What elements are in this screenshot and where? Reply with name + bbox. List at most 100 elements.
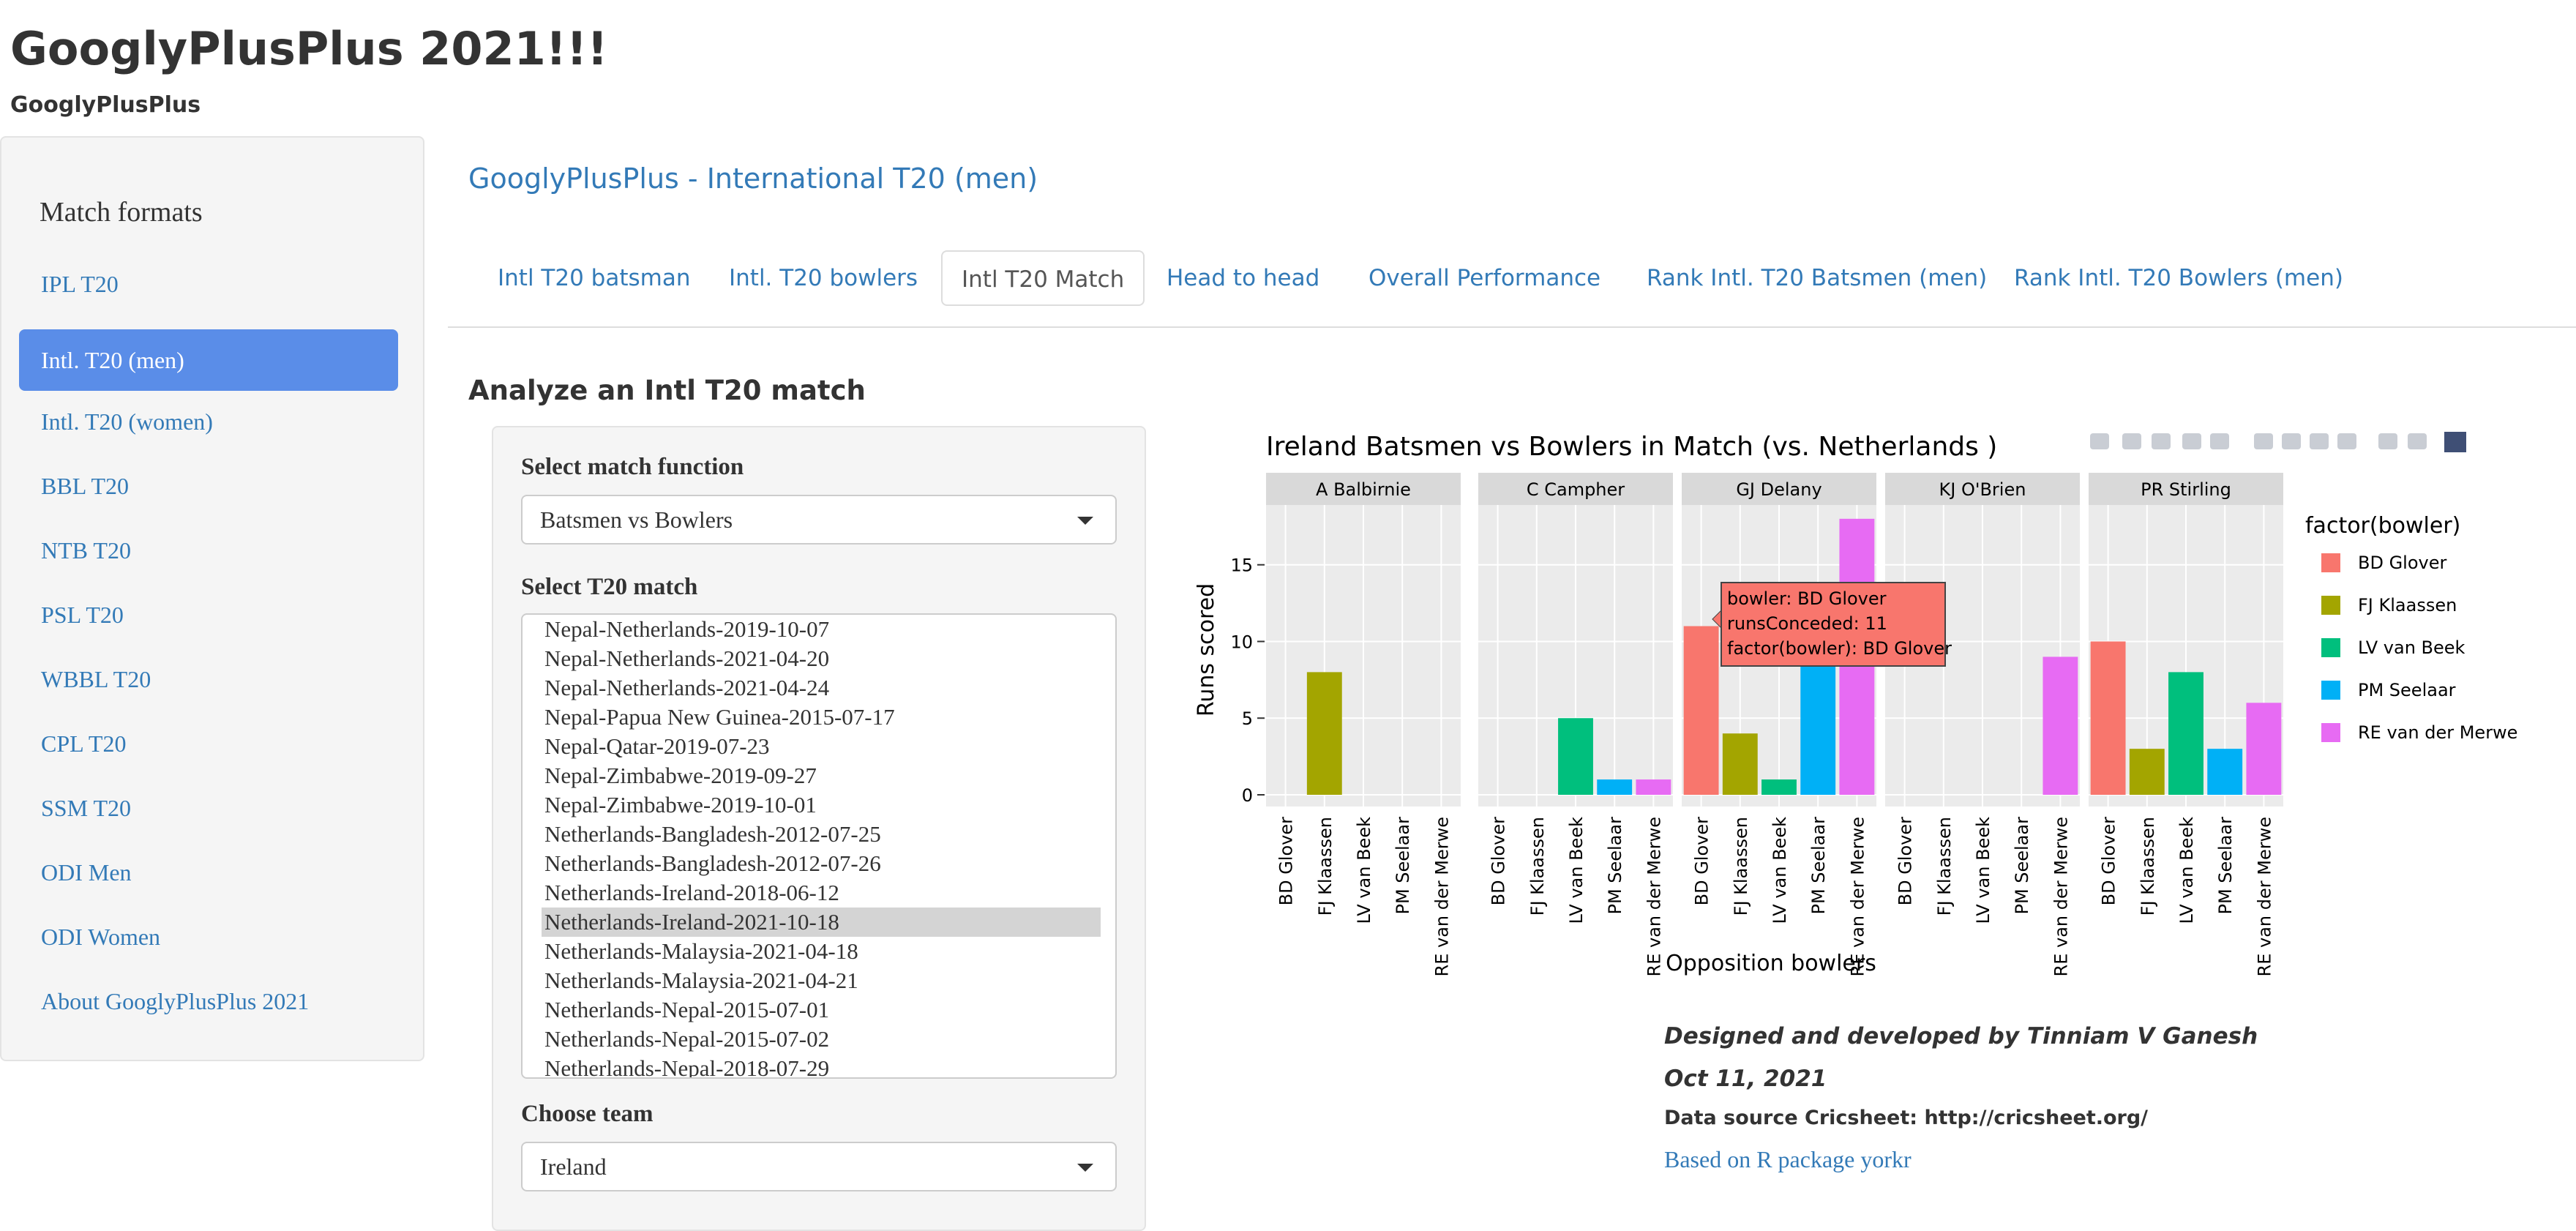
bar-gj-delany-pm-seelaar xyxy=(1800,656,1836,795)
sidebar-heading: Match formats xyxy=(40,197,203,228)
zoom-out-icon[interactable] xyxy=(2282,433,2301,449)
bar-pr-stirling-bd-glover xyxy=(2090,641,2126,795)
reset-axes-icon[interactable] xyxy=(2337,433,2356,449)
sidebar-item-ntb-t20[interactable]: NTB T20 xyxy=(41,537,131,564)
list-item[interactable]: Netherlands-Nepal-2015-07-01 xyxy=(544,997,830,1022)
x-tick-label: LV van Beek xyxy=(2176,817,2197,924)
legend-label: RE van der Merwe xyxy=(2358,722,2517,743)
x-axis-label: Opposition bowlers xyxy=(1666,951,1876,976)
x-tick-label: RE van der Merwe xyxy=(2254,817,2274,976)
sidebar-item-ipl-t20[interactable]: IPL T20 xyxy=(41,271,119,297)
bar-pr-stirling-pm-seelaar xyxy=(2207,749,2243,795)
tab-head-to-head[interactable]: Head to head xyxy=(1167,265,1320,291)
match-function-select[interactable]: Batsmen vs Bowlers xyxy=(521,495,1117,545)
facet-label-gj-delany: GJ Delany xyxy=(1736,479,1821,500)
facet-label-a-balbirnie: A Balbirnie xyxy=(1316,479,1411,500)
bar-pr-stirling-fj-klaassen xyxy=(2129,749,2165,795)
list-item[interactable]: Nepal-Zimbabwe-2019-10-01 xyxy=(544,792,817,817)
tab-intl-t20-batsman[interactable]: Intl T20 batsman xyxy=(498,265,691,291)
list-item[interactable]: Nepal-Netherlands-2019-10-07 xyxy=(544,616,830,642)
list-item[interactable]: Netherlands-Bangladesh-2012-07-25 xyxy=(544,821,881,847)
section-heading: Analyze an Intl T20 match xyxy=(468,375,866,406)
tab-rank-bowlers[interactable]: Rank Intl. T20 Bowlers (men) xyxy=(2014,265,2343,291)
sidebar-item-odi-women[interactable]: ODI Women xyxy=(41,924,161,950)
x-tick-label: PM Seelaar xyxy=(1808,817,1829,915)
camera-icon[interactable] xyxy=(2090,433,2109,449)
facet-strip-gj-delany xyxy=(1682,473,1876,505)
x-tick-label: FJ Klaassen xyxy=(1731,817,1751,916)
match-select-label: Select T20 match xyxy=(521,574,698,600)
chevron-down-icon xyxy=(1077,517,1093,525)
facet-label-kj-o-brien: KJ O'Brien xyxy=(1939,479,2026,500)
list-item[interactable]: Netherlands-Ireland-2018-06-12 xyxy=(544,880,839,905)
box-select-icon[interactable] xyxy=(2182,433,2201,449)
match-listbox[interactable]: Nepal-Netherlands-2019-10-07 Nepal-Nethe… xyxy=(521,613,1117,1079)
list-item[interactable]: Netherlands-Nepal-2018-07-29 xyxy=(544,1055,830,1079)
x-tick-label: FJ Klaassen xyxy=(1527,817,1548,916)
tab-rank-batsmen[interactable]: Rank Intl. T20 Batsmen (men) xyxy=(1647,265,1988,291)
credit-source: Data source Cricsheet: http://cricsheet.… xyxy=(1664,1107,2149,1129)
y-tick-label: 5 xyxy=(1242,708,1253,729)
facet-strip-a-balbirnie xyxy=(1266,473,1461,505)
list-item[interactable]: Netherlands-Malaysia-2021-04-21 xyxy=(544,968,858,993)
list-item[interactable]: Netherlands-Nepal-2015-07-02 xyxy=(544,1026,830,1052)
list-item[interactable]: Nepal-Netherlands-2021-04-24 xyxy=(544,675,830,700)
sidebar-item-odi-men[interactable]: ODI Men xyxy=(41,859,132,886)
compare-data-icon[interactable] xyxy=(2408,433,2427,449)
x-tick-label: LV van Beek xyxy=(1354,817,1374,924)
team-label: Choose team xyxy=(521,1101,654,1127)
lasso-icon[interactable] xyxy=(2210,433,2229,449)
sidebar-item-ssm-t20[interactable]: SSM T20 xyxy=(41,795,132,821)
autoscale-icon[interactable] xyxy=(2310,433,2329,449)
sidebar-item-wbbl-t20[interactable]: WBBL T20 xyxy=(41,666,151,692)
x-tick-label: BD Glover xyxy=(1276,817,1297,905)
spike-lines-icon[interactable] xyxy=(2378,433,2397,449)
legend-swatch xyxy=(2321,681,2340,700)
sidebar-item-cpl-t20[interactable]: CPL T20 xyxy=(41,730,127,757)
facet-label-pr-stirling: PR Stirling xyxy=(2141,479,2231,500)
list-item[interactable]: Netherlands-Malaysia-2021-04-18 xyxy=(544,938,858,964)
x-tick-label: FJ Klaassen xyxy=(1315,817,1336,916)
sidebar-item-intl-t20-men[interactable]: Intl. T20 (men) xyxy=(19,329,398,391)
bar-gj-delany-fj-klaassen xyxy=(1722,733,1758,795)
team-select[interactable]: Ireland xyxy=(521,1142,1117,1191)
tab-intl-t20-bowlers[interactable]: Intl. T20 bowlers xyxy=(729,265,918,291)
list-item[interactable]: Netherlands-Bangladesh-2012-07-26 xyxy=(544,850,881,876)
bar-pr-stirling-re-van-der-merwe xyxy=(2246,703,2282,795)
main-title: GooglyPlusPlus - International T20 (men) xyxy=(468,162,1038,195)
zoom-in-icon[interactable] xyxy=(2254,433,2273,449)
sidebar-item-bbl-t20[interactable]: BBL T20 xyxy=(41,473,130,499)
sidebar: Match formats IPL T20 Intl. T20 (men) In… xyxy=(0,136,424,1061)
sidebar-item-about[interactable]: About GooglyPlusPlus 2021 xyxy=(41,988,310,1014)
credit-author: Designed and developed by Tinniam V Gane… xyxy=(1664,1023,2258,1049)
plot-container: Ireland Batsmen vs Bowlers in Match (vs.… xyxy=(1171,417,2561,988)
bar-a-balbirnie-fj-klaassen xyxy=(1306,672,1342,795)
bar-gj-delany-bd-glover xyxy=(1683,626,1719,795)
list-item[interactable]: Nepal-Zimbabwe-2019-09-27 xyxy=(544,763,817,788)
x-tick-label: RE van der Merwe xyxy=(2051,817,2071,976)
sidebar-item-psl-t20[interactable]: PSL T20 xyxy=(41,602,124,628)
bar-c-campher-lv-van-beek xyxy=(1558,718,1593,795)
legend-swatch xyxy=(2321,553,2340,572)
bar-gj-delany-lv-van-beek xyxy=(1761,779,1797,795)
y-tick-label: 0 xyxy=(1242,785,1253,806)
tooltip-box xyxy=(1721,582,1946,667)
tab-intl-t20-match[interactable]: Intl T20 Match xyxy=(941,250,1145,306)
credit-yorkr-link[interactable]: Based on R package yorkr xyxy=(1664,1146,1912,1172)
x-tick-label: PM Seelaar xyxy=(1393,817,1413,915)
tab-overall-performance[interactable]: Overall Performance xyxy=(1368,265,1601,291)
legend-swatch xyxy=(2321,638,2340,657)
tab-divider xyxy=(448,326,2576,328)
pan-icon[interactable] xyxy=(2152,433,2171,449)
list-item[interactable]: Nepal-Qatar-2019-07-23 xyxy=(544,733,770,759)
bar-kj-o-brien-re-van-der-merwe xyxy=(2043,656,2078,795)
sidebar-item-intl-t20-women[interactable]: Intl. T20 (women) xyxy=(41,408,213,435)
list-item-selected[interactable]: Netherlands-Ireland-2021-10-18 xyxy=(542,908,1101,937)
list-item[interactable]: Nepal-Papua New Guinea-2015-07-17 xyxy=(544,704,895,730)
zoom-icon[interactable] xyxy=(2122,433,2141,449)
list-item[interactable]: Nepal-Netherlands-2021-04-20 xyxy=(544,646,830,671)
x-tick-label: FJ Klaassen xyxy=(2138,817,2158,916)
x-tick-label: RE van der Merwe xyxy=(1847,817,1868,976)
x-tick-label: PM Seelaar xyxy=(2012,817,2032,915)
tooltip-line: runsConceded: 11 xyxy=(1727,613,1887,634)
